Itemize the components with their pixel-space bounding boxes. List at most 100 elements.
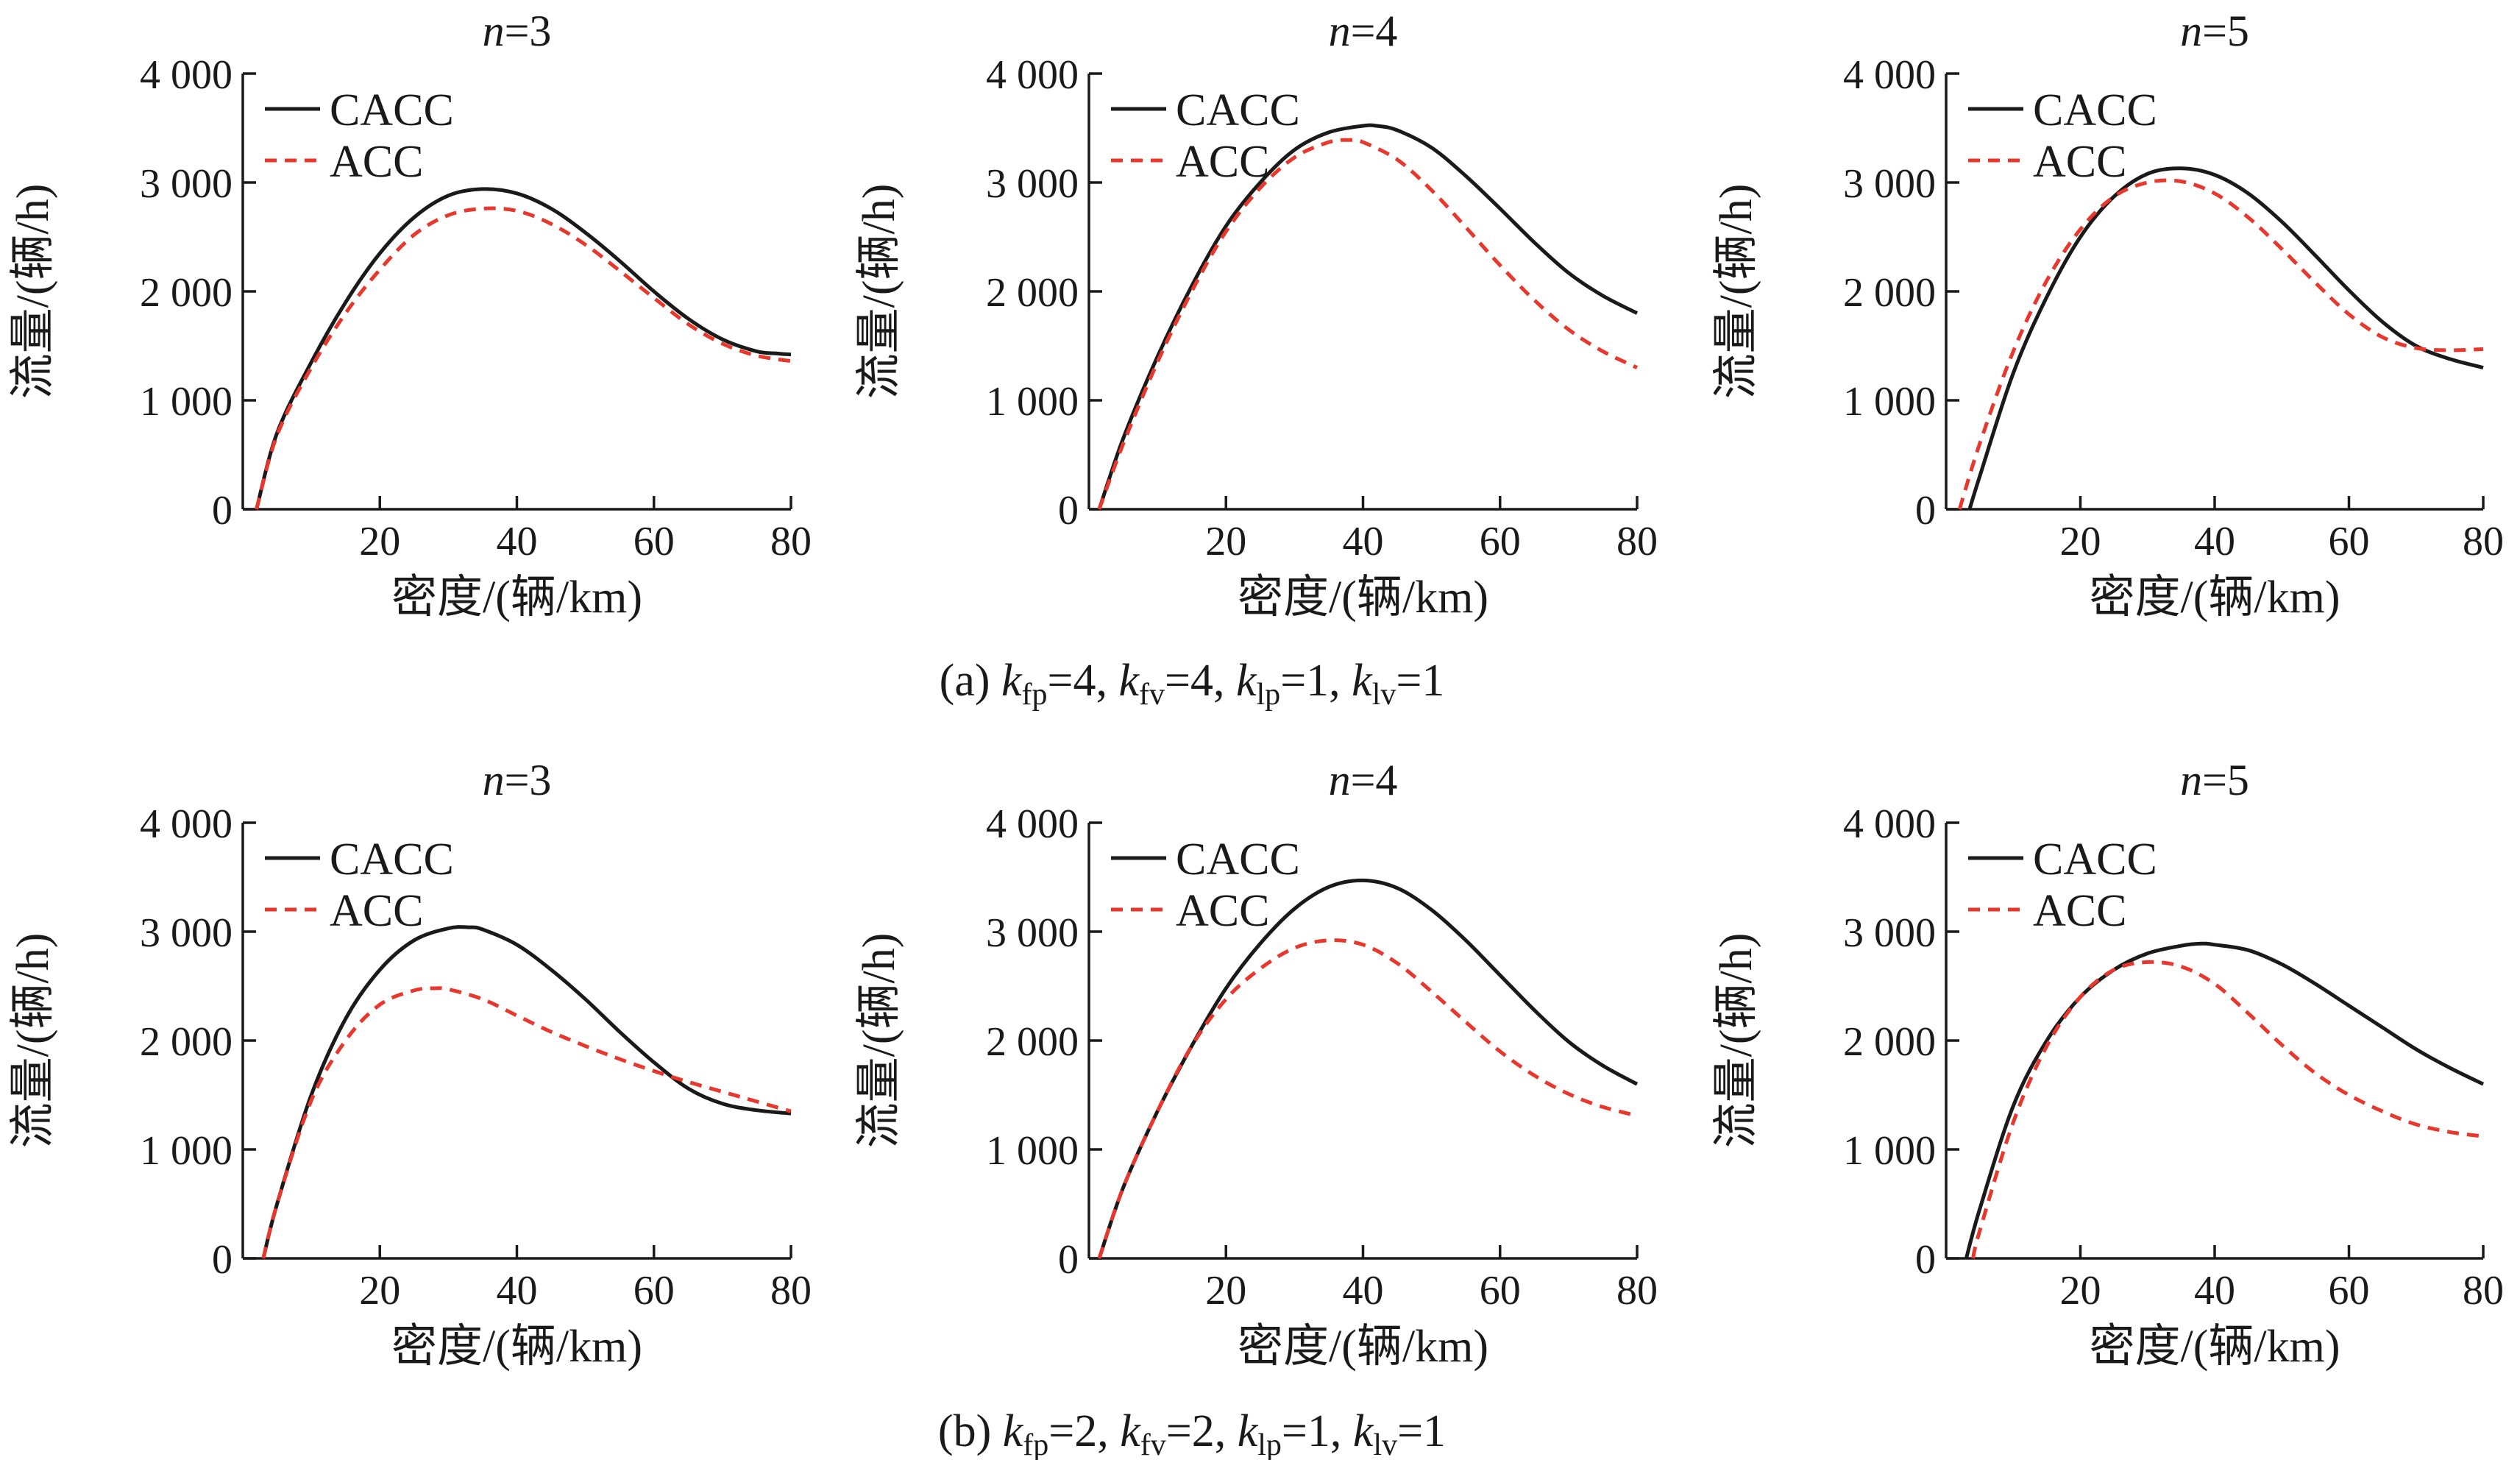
y-tick-label: 2 000 <box>140 270 233 316</box>
legend-label: CACC <box>2033 834 2157 885</box>
y-tick-label: 0 <box>1058 1237 1079 1283</box>
y-tick-label: 2 000 <box>1843 1019 1936 1065</box>
y-axis-label: 流量/(辆/h) <box>1711 933 1761 1149</box>
x-tick-label: 20 <box>2060 1268 2101 1314</box>
chart-title: n=5 <box>2180 7 2249 55</box>
x-tick-label: 60 <box>1480 1268 1521 1314</box>
y-tick-label: 2 000 <box>140 1019 233 1065</box>
chart-panel: n=3 0 1 000 2 000 3 000 4 000 20 40 60 80 密度/(辆/km… <box>8 756 812 1372</box>
y-tick-label: 1 000 <box>1843 379 1936 425</box>
y-axis-label: 流量/(辆/h) <box>854 933 904 1149</box>
legend-label: ACC <box>330 137 423 187</box>
x-tick-label: 20 <box>359 1268 400 1314</box>
caption-b: (b) kfp=2, kfv=2, klp=1, klv=1 <box>938 1406 1446 1460</box>
chart-panel: n=5 0 1 000 2 000 3 000 4 000 20 40 60 80 密度/(辆/km… <box>1711 756 2504 1372</box>
x-tick-label: 20 <box>2060 519 2101 564</box>
legend-label: CACC <box>1176 834 1300 885</box>
caption-a: (a) kfp=4, kfv=4, klp=1, klv=1 <box>940 656 1445 712</box>
x-axis-label: 密度/(辆/km) <box>2090 573 2340 623</box>
chart-title: n=3 <box>483 756 552 804</box>
y-tick-label: 3 000 <box>1843 161 1936 207</box>
series-line-cacc <box>1967 166 2484 510</box>
chart-panel: n=5 0 1 000 2 000 3 000 4 000 20 40 60 80 密度/(辆/km… <box>1711 7 2504 623</box>
legend-label: ACC <box>1176 886 1269 936</box>
legend-label: CACC <box>330 834 454 885</box>
x-tick-label: 60 <box>2329 519 2370 564</box>
y-tick-label: 1 000 <box>986 1128 1079 1174</box>
x-axis-label: 密度/(辆/km) <box>391 573 642 623</box>
series-line-acc <box>1097 138 1639 510</box>
chart-panel: n=4 0 1 000 2 000 3 000 4 000 20 40 60 80 密度/(辆/km… <box>854 7 1658 623</box>
chart-grid: n=3 0 1 000 2 000 3 000 4 000 20 40 60 80 密度/(辆/km… <box>8 7 2504 1372</box>
y-tick-label: 0 <box>1058 488 1079 534</box>
y-tick-label: 3 000 <box>986 910 1079 956</box>
legend-label: ACC <box>2033 137 2126 187</box>
series-line-cacc <box>261 925 792 1259</box>
legend-label: CACC <box>330 85 454 135</box>
y-tick-label: 1 000 <box>1843 1128 1936 1174</box>
series-line-acc <box>261 986 792 1259</box>
y-tick-label: 3 000 <box>140 161 233 207</box>
legend-label: ACC <box>330 886 423 936</box>
y-tick-label: 4 000 <box>140 801 233 847</box>
x-tick-label: 40 <box>497 519 538 564</box>
y-tick-label: 1 000 <box>140 379 233 425</box>
y-tick-label: 4 000 <box>1843 801 1936 847</box>
chart-title: n=4 <box>1329 756 1398 804</box>
y-tick-label: 3 000 <box>986 161 1079 207</box>
y-tick-label: 0 <box>1915 1237 1936 1283</box>
series-line-acc <box>1957 178 2484 510</box>
x-tick-label: 80 <box>2463 519 2504 564</box>
series-line-cacc <box>255 187 792 510</box>
series-line-acc <box>255 206 792 510</box>
x-tick-label: 40 <box>1343 519 1384 564</box>
y-tick-label: 4 000 <box>140 52 233 98</box>
x-tick-label: 20 <box>359 519 400 564</box>
chart-title: n=4 <box>1329 7 1398 55</box>
y-tick-label: 4 000 <box>986 801 1079 847</box>
y-tick-label: 3 000 <box>1843 910 1936 956</box>
legend-label: CACC <box>2033 85 2157 135</box>
y-axis-label: 流量/(辆/h) <box>8 933 58 1149</box>
x-tick-label: 80 <box>1616 1268 1658 1314</box>
x-tick-label: 40 <box>2194 1268 2235 1314</box>
y-tick-label: 0 <box>212 1237 233 1283</box>
legend-label: CACC <box>1176 85 1300 135</box>
x-tick-label: 20 <box>1205 519 1246 564</box>
chart-title: n=3 <box>483 7 552 55</box>
y-tick-label: 2 000 <box>1843 270 1936 316</box>
chart-panel: n=4 0 1 000 2 000 3 000 4 000 20 40 60 80 密度/(辆/km… <box>854 756 1658 1372</box>
y-tick-label: 4 000 <box>1843 52 1936 98</box>
series-line-acc <box>1097 938 1638 1259</box>
y-tick-label: 1 000 <box>986 379 1079 425</box>
x-axis-label: 密度/(辆/km) <box>2090 1322 2340 1372</box>
series-line-acc <box>1971 960 2484 1259</box>
legend-label: ACC <box>2033 886 2126 936</box>
y-tick-label: 2 000 <box>986 1019 1079 1065</box>
x-tick-label: 40 <box>497 1268 538 1314</box>
x-tick-label: 60 <box>633 1268 675 1314</box>
y-axis-label: 流量/(辆/h) <box>854 184 904 400</box>
y-tick-label: 4 000 <box>986 52 1079 98</box>
x-axis-label: 密度/(辆/km) <box>1238 1322 1488 1372</box>
x-tick-label: 80 <box>770 519 812 564</box>
legend-label: ACC <box>1176 137 1269 187</box>
x-tick-label: 40 <box>1343 1268 1384 1314</box>
chart-panel: n=3 0 1 000 2 000 3 000 4 000 20 40 60 80 密度/(辆/km… <box>8 7 812 623</box>
series-line-cacc <box>1964 941 2485 1259</box>
series-line-cacc <box>1097 123 1639 510</box>
y-tick-label: 0 <box>212 488 233 534</box>
x-tick-label: 60 <box>1480 519 1521 564</box>
y-tick-label: 1 000 <box>140 1128 233 1174</box>
chart-title: n=5 <box>2180 756 2249 804</box>
x-tick-label: 80 <box>2463 1268 2504 1314</box>
x-tick-label: 80 <box>770 1268 812 1314</box>
x-axis-label: 密度/(辆/km) <box>391 1322 642 1372</box>
y-tick-label: 3 000 <box>140 910 233 956</box>
x-tick-label: 40 <box>2194 519 2235 564</box>
y-axis-label: 流量/(辆/h) <box>8 184 58 400</box>
y-tick-label: 0 <box>1915 488 1936 534</box>
y-tick-label: 2 000 <box>986 270 1079 316</box>
y-axis-label: 流量/(辆/h) <box>1711 184 1761 400</box>
